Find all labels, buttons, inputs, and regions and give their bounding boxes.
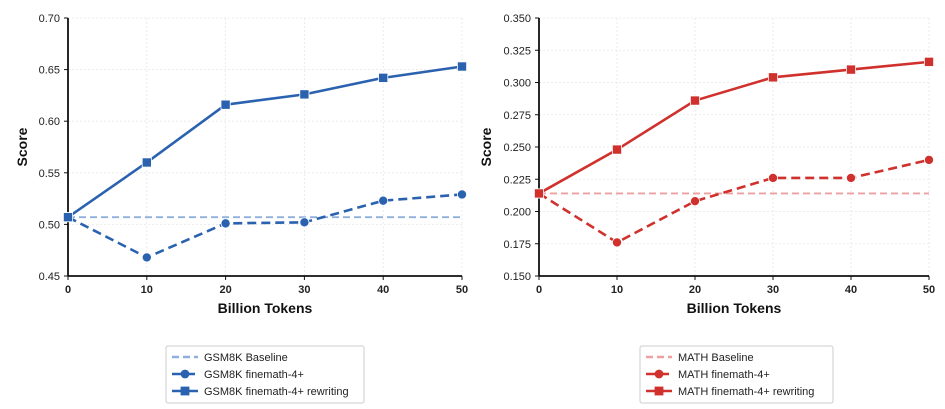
series-line-finemath bbox=[67, 193, 463, 259]
x-tick-label: 50 bbox=[923, 284, 935, 296]
y-tick-label: 0.175 bbox=[503, 239, 531, 251]
data-point-square bbox=[456, 61, 467, 72]
chart-panel-2: 0.150 0.175 0.200 0.225 0.250 0.275 0.300 0.325… bbox=[478, 13, 935, 404]
legend: MATH Baseline MATH finemath-4+ MATH finema… bbox=[639, 345, 834, 404]
data-point-square bbox=[220, 99, 231, 110]
y-tick-label: 0.325 bbox=[503, 45, 531, 57]
data-point-circle bbox=[299, 217, 310, 228]
y-tick-label: 0.70 bbox=[39, 13, 60, 25]
chart-panel-1: 0.45 0.50 0.55 0.60 0.65 0.70 0 10 20 30 40 50 Billi… bbox=[14, 13, 468, 404]
x-tick-label: 40 bbox=[377, 284, 389, 296]
series-line-rewriting bbox=[538, 60, 930, 195]
x-tick-label: 20 bbox=[689, 284, 701, 296]
x-axis-title: Billion Tokens bbox=[687, 300, 782, 316]
legend-label: GSM8K Baseline bbox=[204, 352, 288, 364]
x-tick-label: 10 bbox=[141, 284, 153, 296]
x-tick-label: 20 bbox=[219, 284, 231, 296]
legend-marker-circle bbox=[180, 369, 190, 379]
data-point-circle bbox=[924, 154, 935, 165]
x-axis-title: Billion Tokens bbox=[218, 300, 313, 316]
data-point-circle bbox=[378, 195, 389, 206]
data-point-square bbox=[846, 64, 857, 75]
data-point-square bbox=[141, 157, 152, 168]
legend-label: MATH finemath-4+ rewriting bbox=[678, 386, 814, 398]
data-point-square bbox=[924, 56, 935, 67]
series-line-finemath bbox=[538, 158, 930, 244]
y-tick-label: 0.250 bbox=[503, 142, 531, 154]
data-point-square bbox=[690, 95, 701, 106]
y-tick-label: 0.55 bbox=[39, 168, 60, 180]
legend-marker-square bbox=[654, 386, 664, 396]
legend: GSM8K Baseline GSM8K finemath-4+ GSM8K fin… bbox=[165, 345, 365, 404]
y-tick-label: 0.60 bbox=[39, 116, 60, 128]
legend-label: GSM8K finemath-4+ bbox=[204, 369, 304, 381]
data-point-square bbox=[63, 212, 74, 223]
series-line-rewriting bbox=[67, 65, 463, 219]
data-point-circle bbox=[690, 196, 701, 207]
legend-box bbox=[165, 345, 365, 404]
x-tick-label: 30 bbox=[298, 284, 310, 296]
y-tick-label: 0.350 bbox=[503, 13, 531, 25]
y-axis-title: Score bbox=[14, 127, 30, 166]
legend-marker-square bbox=[180, 386, 190, 396]
x-tick-label: 50 bbox=[456, 284, 468, 296]
legend-label: MATH finemath-4+ bbox=[678, 369, 770, 381]
x-tick-label: 40 bbox=[845, 284, 857, 296]
x-tick-label: 10 bbox=[611, 284, 623, 296]
data-point-square bbox=[378, 72, 389, 83]
data-point-square bbox=[299, 89, 310, 100]
legend-label: MATH Baseline bbox=[678, 352, 754, 364]
x-tick-label: 0 bbox=[536, 284, 542, 296]
data-point-circle bbox=[456, 189, 467, 200]
data-point-square bbox=[534, 188, 545, 199]
y-tick-label: 0.65 bbox=[39, 65, 60, 77]
legend-marker-circle bbox=[654, 369, 664, 379]
legend-label: GSM8K finemath-4+ rewriting bbox=[204, 386, 349, 398]
y-tick-label: 0.45 bbox=[39, 271, 60, 283]
y-tick-label: 0.150 bbox=[503, 271, 531, 283]
data-point-square bbox=[612, 144, 623, 155]
data-point-square bbox=[768, 72, 779, 83]
data-point-circle bbox=[768, 172, 779, 183]
y-tick-label: 0.50 bbox=[39, 219, 60, 231]
y-tick-label: 0.225 bbox=[503, 174, 531, 186]
y-tick-label: 0.275 bbox=[503, 110, 531, 122]
data-point-circle bbox=[220, 218, 231, 229]
legend-box bbox=[639, 345, 834, 404]
x-tick-label: 30 bbox=[767, 284, 779, 296]
data-point-circle bbox=[141, 252, 152, 263]
y-axis-title: Score bbox=[478, 127, 494, 166]
y-tick-label: 0.200 bbox=[503, 207, 531, 219]
y-tick-label: 0.300 bbox=[503, 78, 531, 90]
x-tick-label: 0 bbox=[65, 284, 71, 296]
data-point-circle bbox=[612, 237, 623, 248]
data-point-circle bbox=[846, 172, 857, 183]
